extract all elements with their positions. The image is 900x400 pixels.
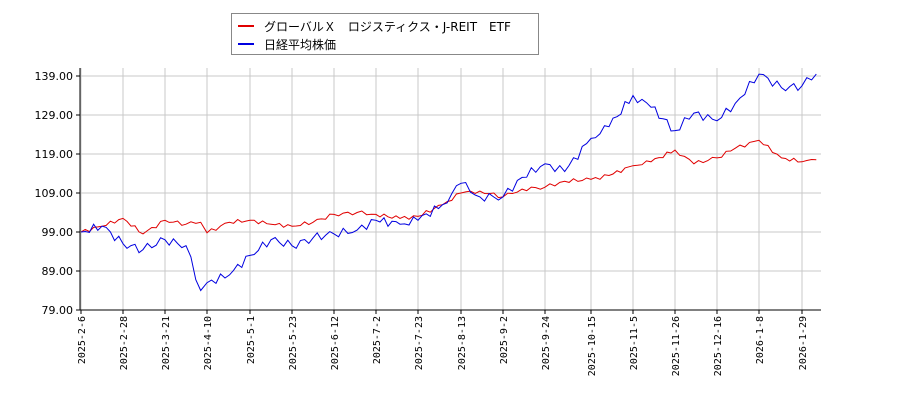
x-tick-label: 2025-12-16 xyxy=(713,316,724,376)
y-tick-label: 139.00 xyxy=(35,70,74,83)
y-axis: 79.00 89.00 99.00 109.00 119.00 129.00 139.00 xyxy=(35,68,81,317)
x-tick-label: 2025-2-28 xyxy=(119,316,130,370)
x-tick-label: 2025-11-5 xyxy=(629,316,640,370)
y-tick-label: 99.00 xyxy=(42,226,74,239)
legend-label-etf: グローバルＸ ロジスティクス・J-REIT ETF xyxy=(264,19,511,34)
x-tick-label: 2025-7-2 xyxy=(372,316,383,364)
y-tick-label: 129.00 xyxy=(35,109,74,122)
x-tick-label: 2026-1-8 xyxy=(755,316,766,364)
series-line-0 xyxy=(80,139,817,235)
x-tick-label: 2025-4-10 xyxy=(203,316,214,370)
x-tick-label: 2025-9-2 xyxy=(499,316,510,364)
x-tick-label: 2025-7-23 xyxy=(414,316,425,370)
legend-swatch-blue xyxy=(238,43,254,45)
y-tick-label: 119.00 xyxy=(35,148,74,161)
x-tick-label: 2025-5-1 xyxy=(246,316,257,364)
x-tick-label: 2025-10-15 xyxy=(587,316,598,376)
x-tick-label: 2025-5-23 xyxy=(288,316,299,370)
legend-swatch-red xyxy=(238,25,254,27)
x-tick-label: 2025-11-26 xyxy=(671,316,682,376)
x-tick-label: 2026-1-29 xyxy=(798,316,809,370)
y-tick-label: 89.00 xyxy=(42,265,74,278)
data-series xyxy=(80,73,817,292)
series-line-1 xyxy=(80,73,817,292)
grid-lines xyxy=(80,68,821,311)
x-tick-label: 2025-3-21 xyxy=(161,316,172,370)
y-tick-label: 79.00 xyxy=(42,304,74,317)
y-tick-label: 109.00 xyxy=(35,187,74,200)
legend-item-etf: グローバルＸ ロジスティクス・J-REIT ETF xyxy=(238,18,511,34)
x-tick-label: 2025-2-6 xyxy=(77,316,88,364)
x-axis: 2025-2-6 2025-2-28 2025-3-21 2025-4-10 2025-… xyxy=(77,309,821,376)
legend-item-nikkei: 日経平均株価 xyxy=(238,36,336,52)
chart-legend: グローバルＸ ロジスティクス・J-REIT ETF 日経平均株価 xyxy=(231,13,539,55)
x-tick-label: 2025-9-24 xyxy=(541,316,552,370)
x-tick-label: 2025-8-13 xyxy=(457,316,468,370)
legend-label-nikkei: 日経平均株価 xyxy=(264,37,337,52)
x-tick-label: 2025-6-12 xyxy=(330,316,341,370)
